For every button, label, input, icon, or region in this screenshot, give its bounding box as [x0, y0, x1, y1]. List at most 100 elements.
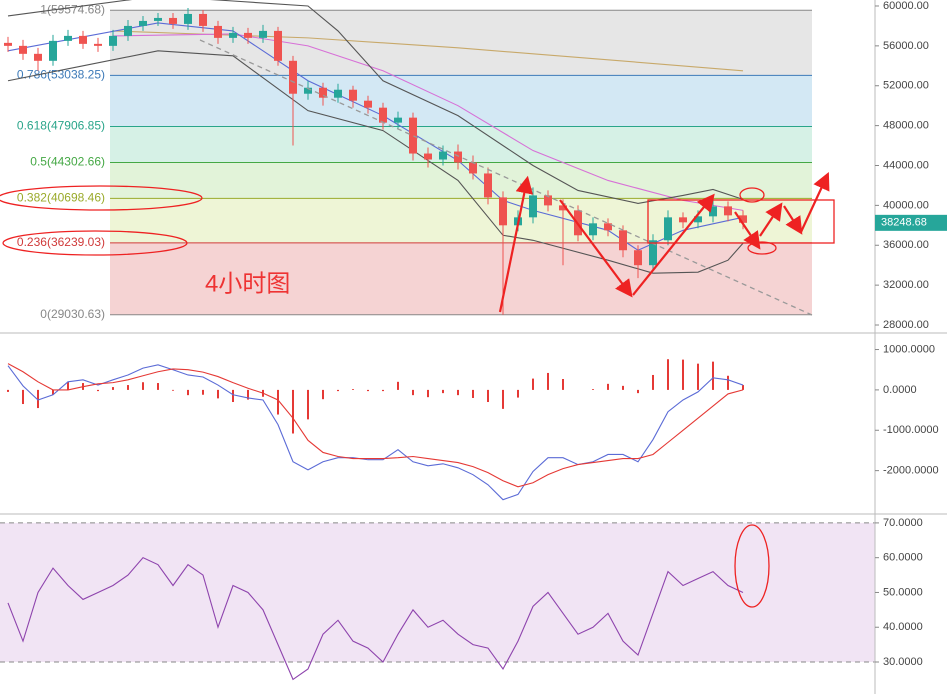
histogram-bar	[97, 389, 99, 392]
histogram-bar	[637, 389, 639, 394]
y-tick-label: 0.0000	[883, 384, 917, 396]
histogram-bar	[52, 389, 54, 395]
y-tick-label: -2000.0000	[883, 465, 939, 477]
y-tick-label: 1000.0000	[883, 343, 935, 355]
candle-body	[454, 151, 462, 163]
candle-body	[709, 206, 717, 217]
histogram-bar	[142, 382, 144, 390]
candle-body	[154, 17, 162, 21]
candle-body	[124, 25, 132, 36]
candle-body	[49, 40, 57, 61]
candle-body	[694, 216, 702, 223]
histogram-bar	[112, 387, 114, 390]
candle-body	[259, 30, 267, 38]
y-tick-label: 50.0000	[883, 586, 923, 598]
candle-body	[109, 35, 117, 46]
histogram-bar	[127, 385, 129, 390]
histogram-bar	[367, 389, 369, 392]
candle-body	[334, 89, 342, 98]
histogram-bar	[607, 383, 609, 390]
histogram-bar	[742, 385, 744, 390]
last-price-box	[875, 214, 947, 231]
histogram-bar	[232, 389, 234, 403]
candle-body	[214, 25, 222, 38]
histogram-bar	[427, 389, 429, 398]
histogram-bar	[202, 389, 204, 395]
histogram-bar	[547, 372, 549, 390]
fib-label: 1(59574.68)	[40, 2, 105, 16]
histogram-bar	[172, 389, 174, 391]
last-price-label: 38248.68	[881, 217, 927, 229]
candle-body	[34, 53, 42, 61]
histogram-bar	[322, 389, 324, 400]
candle-body	[79, 35, 87, 44]
candle-body	[169, 17, 177, 24]
y-tick-label: 56000.00	[883, 40, 929, 52]
candle-body	[184, 13, 192, 24]
candle-body	[64, 35, 72, 41]
histogram-bar	[7, 389, 9, 392]
fib-band	[110, 75, 812, 127]
circle-mark	[0, 185, 203, 211]
candle-body	[679, 217, 687, 223]
candle-body	[529, 195, 537, 218]
histogram-bar	[667, 359, 669, 390]
candle-body	[739, 215, 747, 223]
histogram-bar	[307, 389, 309, 420]
histogram-bar	[622, 385, 624, 390]
histogram-bar	[682, 359, 684, 390]
histogram-bar	[67, 381, 69, 390]
axis-layer: 28000.00 32000.00 36000.00 40000.00 44000.00…	[875, 0, 947, 668]
fib-band	[110, 162, 812, 199]
histogram-bar	[382, 389, 384, 392]
y-tick-label: 60.0000	[883, 552, 923, 564]
histogram-bar	[277, 389, 279, 415]
y-tick-label: 52000.00	[883, 80, 929, 92]
candle-body	[499, 197, 507, 226]
y-tick-label: 30.0000	[883, 656, 923, 668]
fib-label: 0.5(44302.66)	[30, 155, 105, 169]
circle-mark	[739, 187, 765, 203]
candle-body	[94, 43, 102, 46]
arrow	[632, 193, 715, 296]
y-tick-label: 70.0000	[883, 517, 923, 529]
candle-body	[379, 107, 387, 123]
histogram-bar	[187, 389, 189, 396]
candle-body	[469, 162, 477, 174]
histogram-bar	[157, 383, 159, 390]
candle-body	[649, 240, 657, 266]
fib-label: 0(29030.63)	[40, 307, 105, 321]
y-tick-label: 28000.00	[883, 319, 929, 331]
candle-body	[424, 153, 432, 160]
y-tick-label: 60000.00	[883, 0, 929, 12]
histogram-bar	[217, 389, 219, 399]
histogram-bar	[412, 389, 414, 396]
annotation-text: 4小时图	[205, 270, 290, 297]
indicator-line	[7, 50, 744, 274]
arrow	[498, 175, 533, 313]
histogram-bar	[442, 389, 444, 394]
histogram-bar	[592, 389, 594, 390]
y-tick-label: 40.0000	[883, 621, 923, 633]
candle-body	[544, 195, 552, 206]
histogram-bar	[652, 374, 654, 390]
plot-layer	[4, 0, 747, 681]
fib-band	[110, 10, 812, 76]
candle-body	[244, 32, 252, 38]
indicator-line	[7, 557, 744, 681]
histogram-bar	[292, 389, 294, 434]
fib-label: 0.618(47906.85)	[17, 119, 105, 133]
candle-body	[604, 223, 612, 231]
arrow	[759, 202, 783, 237]
candle-body	[724, 206, 732, 216]
candle-body	[364, 100, 372, 108]
indicator-line	[112, 33, 744, 211]
background-layer: 1(59574.68) 0.786(53038.25) 0.618(47906.85…	[0, 2, 875, 663]
candle-body	[619, 230, 627, 251]
fib-label: 0.786(53038.25)	[17, 68, 105, 82]
histogram-bar	[247, 389, 249, 400]
histogram-bar	[712, 361, 714, 390]
candle-body	[229, 32, 237, 38]
histogram-bar	[37, 389, 39, 409]
candle-body	[349, 89, 357, 101]
